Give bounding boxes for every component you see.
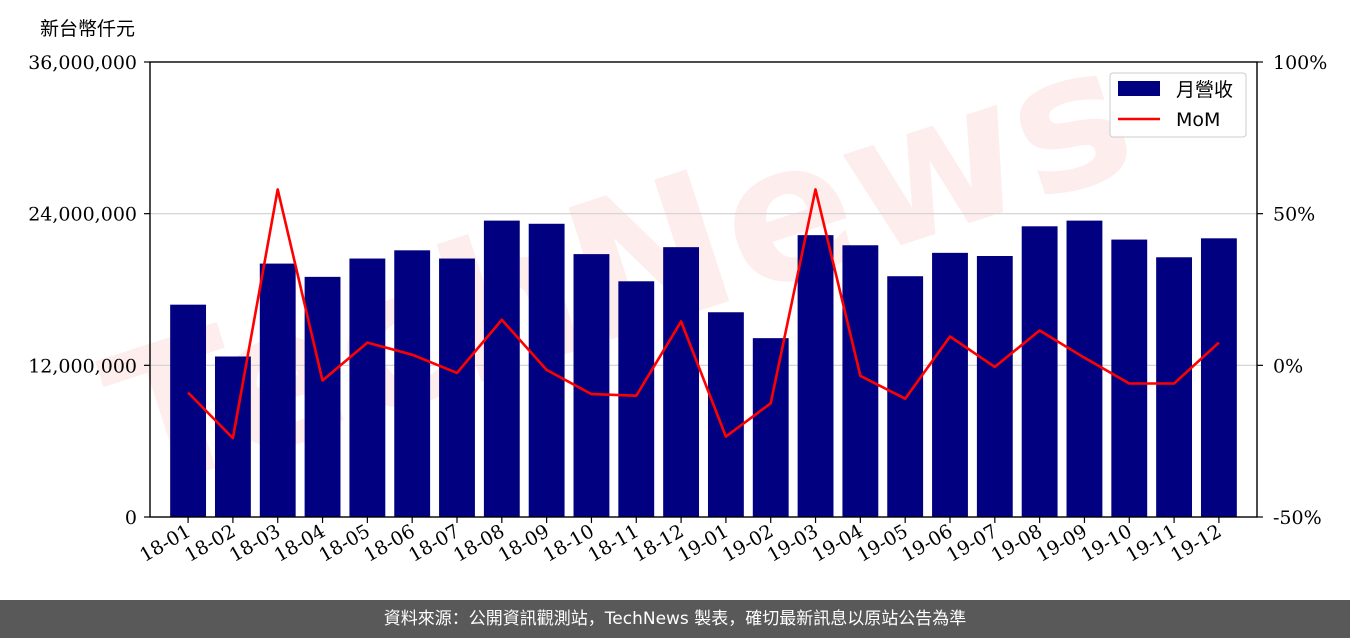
legend: 月營收 MoM	[1109, 72, 1247, 138]
right-y-axis: -50% 0% 50% 100%	[1257, 52, 1327, 529]
bar-19-10	[1111, 239, 1148, 517]
bar-18-03	[259, 263, 296, 517]
bar-19-09	[1066, 220, 1103, 518]
left-tick-label: 24,000,000	[28, 204, 137, 226]
bar-18-08	[483, 220, 520, 518]
bar-18-12	[663, 247, 700, 517]
x-tick-label: 18-04	[271, 520, 329, 566]
left-y-axis: 0 12,000,000 24,000,000 36,000,000	[28, 52, 150, 529]
x-tick-label: 19-02	[719, 520, 777, 566]
revenue-chart: TechNews 012,000,00024,000,00036,000,000…	[28, 0, 1327, 567]
x-tick-label: 19-07	[943, 520, 1001, 566]
bar-19-06	[932, 252, 968, 517]
x-tick-label: 19-11	[1122, 520, 1180, 566]
plot-frame	[149, 61, 1258, 518]
bar-19-08	[1021, 226, 1058, 518]
y-axis-unit-label: 新台幣仟元	[40, 18, 136, 40]
x-tick-label: 19-03	[764, 520, 822, 566]
x-tick-label: 19-05	[853, 520, 911, 566]
bar-19-02	[752, 338, 789, 517]
bar-18-10	[573, 254, 610, 517]
x-tick-label: 18-08	[450, 520, 508, 566]
right-tick-label: 0%	[1273, 355, 1303, 377]
x-tick-label: 19-06	[898, 520, 956, 566]
x-tick-label: 18-03	[226, 520, 284, 566]
left-tick-label: 0	[125, 507, 137, 529]
legend-label-revenue: 月營收	[1176, 79, 1233, 101]
x-axis: 18-0118-0218-0318-0418-0518-0618-0718-08…	[136, 517, 1225, 567]
left-tick-label: 36,000,000	[28, 52, 137, 74]
mom-line-series	[187, 188, 1220, 440]
x-tick-label: 19-10	[1077, 520, 1135, 566]
x-tick-label: 18-11	[584, 520, 642, 566]
bar-18-04	[304, 276, 341, 517]
x-tick-label: 19-09	[1033, 520, 1091, 566]
x-tick-label: 19-08	[988, 520, 1046, 566]
bar-19-03	[797, 235, 834, 517]
mom-line	[187, 188, 1220, 440]
x-tick-label: 18-12	[629, 520, 687, 566]
x-tick-label: 19-12	[1167, 520, 1225, 566]
legend-bar-swatch	[1118, 81, 1160, 96]
bar-19-12	[1200, 238, 1237, 517]
bar-18-06	[394, 250, 431, 517]
bar-19-11	[1156, 257, 1193, 517]
right-tick-label: 50%	[1273, 204, 1315, 226]
bar-18-05	[349, 258, 386, 517]
x-tick-label: 18-05	[315, 520, 373, 566]
right-tick-label: -50%	[1273, 507, 1322, 529]
bar-18-11	[618, 281, 655, 517]
bar-19-07	[976, 256, 1013, 517]
x-tick-label: 19-01	[674, 520, 732, 566]
x-tick-label: 18-09	[495, 520, 553, 566]
bar-18-07	[439, 258, 475, 517]
x-tick-label: 19-04	[808, 520, 866, 566]
right-tick-label: 100%	[1273, 52, 1327, 74]
left-tick-label: 12,000,000	[28, 355, 137, 377]
plot-border	[149, 61, 1258, 518]
source-footer: 資料來源：公開資訊觀測站，TechNews 製表，確切最新訊息以原站公告為準	[0, 600, 1350, 638]
x-tick-label: 18-07	[405, 520, 463, 566]
x-tick-label: 18-02	[181, 520, 239, 566]
legend-label-mom: MoM	[1176, 109, 1220, 131]
x-tick-label: 18-10	[540, 520, 598, 566]
x-tick-label: 18-06	[360, 520, 418, 566]
bar-19-01	[707, 312, 744, 517]
bar-18-01	[170, 304, 207, 517]
